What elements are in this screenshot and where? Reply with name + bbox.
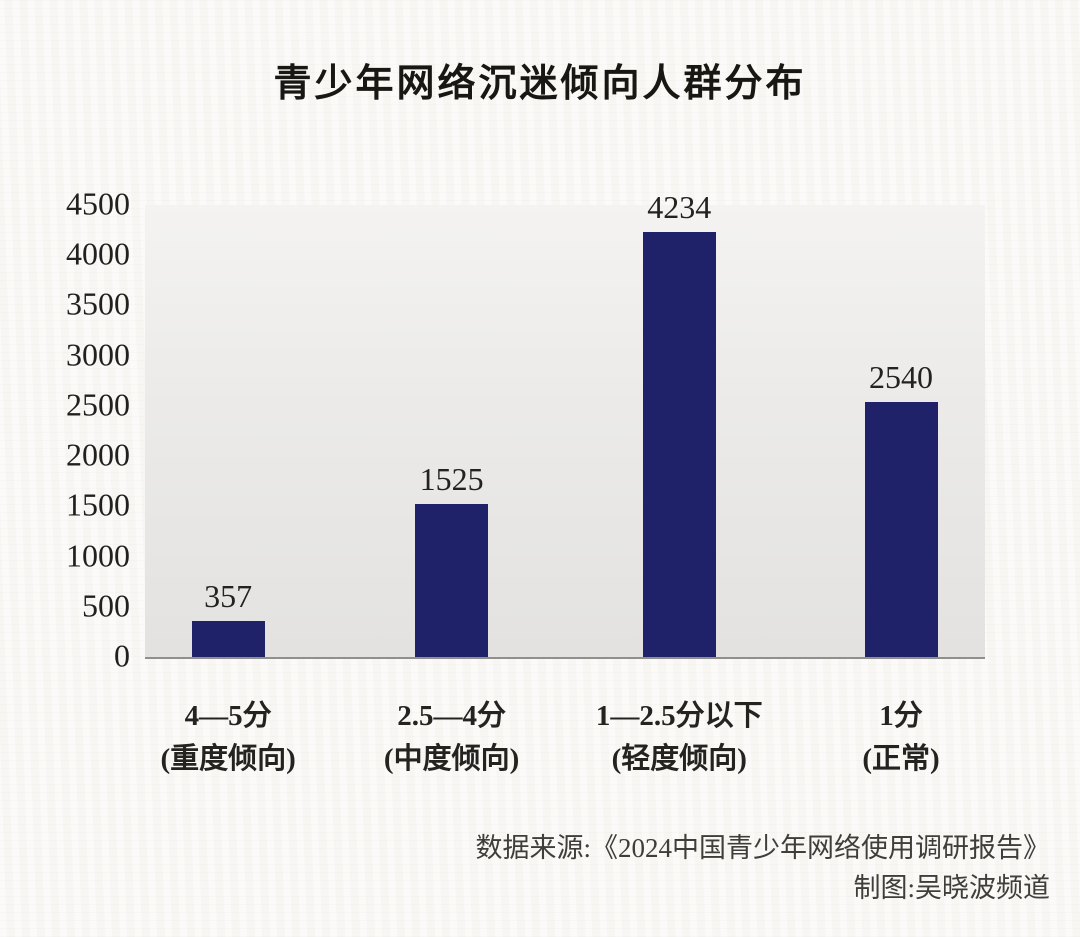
- x-category-level: (重度倾向): [160, 743, 296, 775]
- y-tick-label: 4500: [66, 185, 130, 222]
- y-tick-label: 4000: [66, 235, 130, 272]
- x-category-level: (正常): [862, 743, 940, 775]
- credit-text: 制图:吴晓波频道: [853, 873, 1050, 903]
- bar: [642, 231, 716, 657]
- bar-value-label: 1525: [419, 460, 484, 497]
- x-category-score: 4—5分: [184, 700, 272, 732]
- y-tick-label: 3500: [66, 286, 130, 323]
- bar: [415, 503, 489, 657]
- x-category-label: 1分 (正常): [862, 695, 939, 781]
- y-tick-label: 500: [82, 587, 130, 624]
- x-category-score: 2.5—4分: [397, 700, 506, 732]
- bar-group: 1525: [362, 463, 542, 657]
- x-category-label: 2.5—4分 (中度倾向): [384, 695, 519, 781]
- bar-group: 4234: [589, 191, 769, 657]
- y-tick-label: 3000: [66, 336, 130, 373]
- footer: 数据来源:《2024中国青少年网络使用调研报告》 制图:吴晓波频道: [475, 828, 1050, 908]
- bar-value-label: 357: [204, 578, 253, 615]
- y-tick-label: 2000: [66, 436, 130, 473]
- x-category-level: (轻度倾向): [611, 743, 747, 775]
- bar-group: 357: [138, 580, 318, 657]
- x-category-score: 1分: [879, 700, 923, 732]
- x-category-label: 1—2.5分以下 (轻度倾向): [596, 695, 763, 781]
- bar: [864, 401, 938, 657]
- bar-group: 2540: [811, 361, 991, 657]
- x-category-label: 4—5分 (重度倾向): [160, 695, 295, 781]
- bar-value-label: 4234: [647, 188, 712, 225]
- bar: [191, 621, 265, 657]
- bar-value-label: 2540: [869, 358, 933, 395]
- data-source-text: 数据来源:《2024中国青少年网络使用调研报告》: [475, 833, 1050, 863]
- plot-area: 357 1525 4234 2540: [145, 191, 985, 659]
- x-category-level: (中度倾向): [383, 743, 520, 775]
- x-category-score: 1—2.5分以下: [595, 700, 763, 732]
- chart-title: 青少年网络沉迷倾向人群分布: [273, 63, 807, 105]
- y-tick-label: 1000: [66, 537, 130, 574]
- y-tick-label: 2500: [66, 386, 130, 423]
- y-tick-label: 0: [114, 637, 130, 674]
- y-tick-label: 1500: [66, 487, 130, 524]
